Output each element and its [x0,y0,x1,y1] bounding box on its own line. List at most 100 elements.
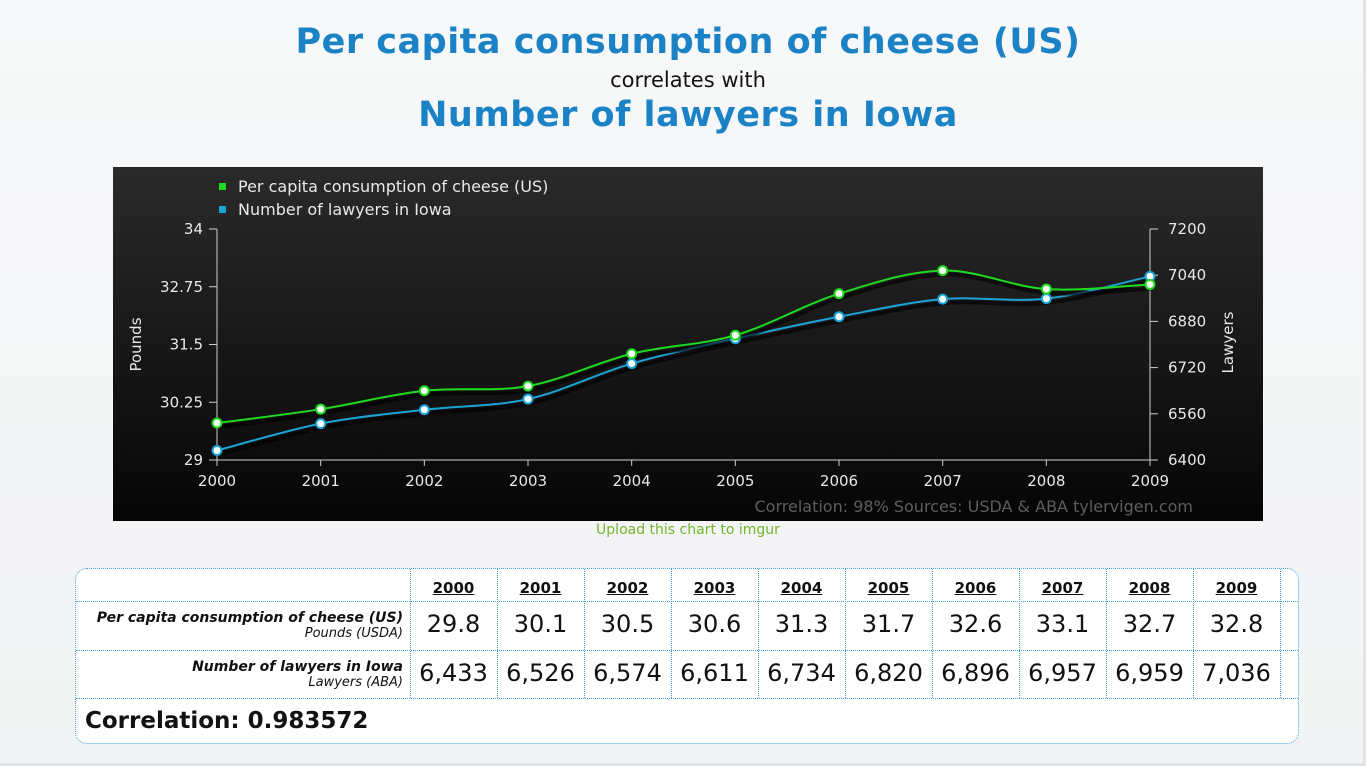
data-point-lawyers [522,393,534,405]
table-cell: 33.1 [1035,610,1090,638]
x-tick-label: 2004 [613,472,651,490]
upload-link[interactable]: Upload this chart to imgur [596,522,780,538]
x-tick-label: 2003 [509,472,547,490]
data-point-cheese [833,288,845,300]
chart-subtitle: Number of lawyers in Iowa [418,95,958,135]
table-cell: 30.6 [687,610,742,638]
table-year-header[interactable]: 2004 [780,579,823,597]
data-point-lawyers [833,311,845,323]
table-cell: 6,959 [1115,659,1184,687]
table-cell: 6,896 [941,659,1010,687]
table-cell: 6,957 [1028,659,1097,687]
x-tick-label: 2006 [820,472,858,490]
table-cell: 6,820 [854,659,923,687]
table-cell: 6,433 [419,659,488,687]
table-column-divider [584,569,585,698]
x-tick-label: 2000 [198,472,236,490]
table-column-divider [758,569,759,698]
data-point-cheese [1144,278,1156,290]
row-label-lawyers: Number of lawyers in Iowa Lawyers (ABA) [80,659,403,691]
table-column-divider [1106,569,1107,698]
row-label-lawyers-source: Lawyers (ABA) [308,675,403,690]
y-axis-label-left: Pounds [127,317,145,371]
y-tick-label-right: 6720 [1168,359,1206,377]
row-label-lawyers-title: Number of lawyers in Iowa [192,659,403,675]
row-label-cheese-source: Pounds (USDA) [304,626,403,641]
table-divider [76,650,1298,651]
y-tick-label-right: 7200 [1168,220,1206,238]
table-column-divider [932,569,933,698]
table-cell: 6,574 [593,659,662,687]
table-cell: 32.8 [1209,610,1264,638]
legend-label: Number of lawyers in Iowa [238,200,452,219]
table-divider [76,698,1298,699]
data-point-lawyers [418,404,430,416]
series-line-cheese [216,269,1151,425]
y-tick-label-right: 7040 [1168,266,1206,284]
data-point-lawyers [211,444,223,456]
table-year-header[interactable]: 2009 [1215,579,1258,597]
table-column-divider [845,569,846,698]
y-tick-label-left: 31.5 [170,336,203,354]
table-year-header[interactable]: 2007 [1041,579,1084,597]
y-tick-label-left: 34 [184,220,203,238]
table-cell: 31.3 [774,610,829,638]
data-point-cheese [937,265,949,277]
x-tick-label: 2001 [302,472,340,490]
table-year-header[interactable]: 2003 [693,579,736,597]
table-column-divider [1193,569,1194,698]
series-shadow [218,278,1153,457]
series-shadow [218,272,1153,430]
data-point-cheese [1040,283,1052,295]
table-cell: 7,036 [1202,659,1271,687]
legend-swatch [219,206,226,213]
table-cell: 6,526 [506,659,575,687]
table-year-header[interactable]: 2000 [432,579,475,597]
x-tick-label: 2008 [1027,472,1065,490]
table-cell: 6,734 [767,659,836,687]
data-point-lawyers [626,358,638,370]
correlation-value: Correlation: 0.983572 [85,708,369,734]
table-column-divider [1280,569,1281,698]
data-point-cheese [315,403,327,415]
chart-footer: Correlation: 98% Sources: USDA & ABA tyl… [755,497,1194,516]
legend-label: Per capita consumption of cheese (US) [238,177,548,196]
connector-text: correlates with [610,68,766,92]
data-point-lawyers [937,293,949,305]
table-cell: 30.5 [600,610,655,638]
y-tick-label-right: 6560 [1168,405,1206,423]
table-cell: 32.7 [1122,610,1177,638]
data-table: Per capita consumption of cheese (US) Po… [75,568,1299,744]
table-year-header[interactable]: 2008 [1128,579,1171,597]
table-year-header[interactable]: 2006 [954,579,997,597]
chart-area: 34 32.75 31.5 30.25 29 7200 7040 6880 6720 6560 64… [113,167,1263,521]
chart-title: Per capita consumption of cheese (US) [295,22,1081,62]
data-point-lawyers [1040,293,1052,305]
table-year-header[interactable]: 2005 [867,579,910,597]
data-point-cheese [729,329,741,341]
legend-swatch [219,183,226,190]
y-tick-label-left: 29 [184,451,203,469]
table-year-header[interactable]: 2002 [606,579,649,597]
table-cell: 30.1 [513,610,568,638]
table-cell: 6,611 [680,659,749,687]
row-label-cheese: Per capita consumption of cheese (US) Po… [80,610,403,642]
x-tick-label: 2002 [405,472,443,490]
data-point-cheese [418,385,430,397]
table-cell: 31.7 [861,610,916,638]
data-point-cheese [522,380,534,392]
y-tick-label-left: 30.25 [160,393,203,411]
table-column-divider [410,569,411,698]
table-column-divider [1019,569,1020,698]
table-cell: 29.8 [426,610,481,638]
x-tick-label: 2009 [1131,472,1169,490]
x-tick-label: 2007 [924,472,962,490]
y-axis-label-right: Lawyers [1219,311,1237,373]
table-divider [76,601,1298,602]
table-year-header[interactable]: 2001 [519,579,562,597]
data-point-lawyers [315,418,327,430]
table-cell: 32.6 [948,610,1003,638]
y-tick-label-right: 6880 [1168,312,1206,330]
